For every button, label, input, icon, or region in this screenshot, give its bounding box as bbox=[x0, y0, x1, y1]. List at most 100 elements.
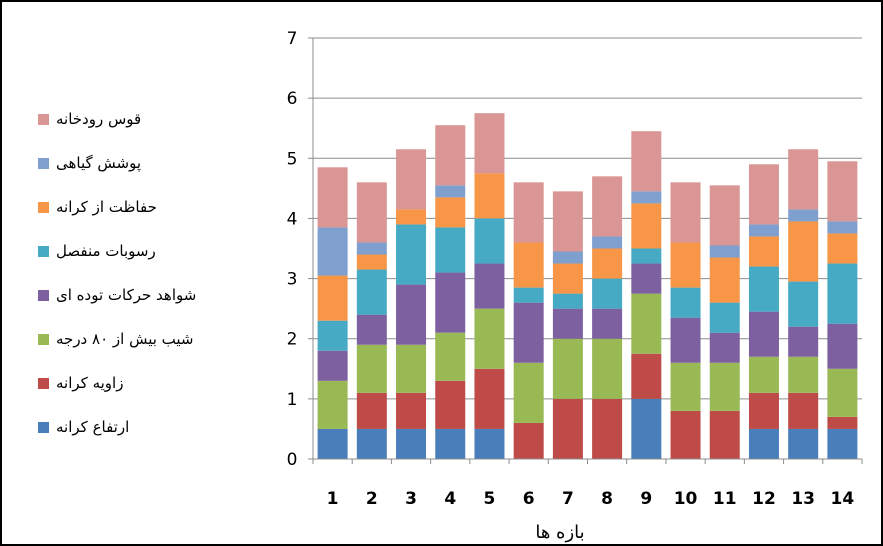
bar-segment bbox=[396, 209, 427, 225]
bar-segment bbox=[513, 302, 544, 363]
bar-segment bbox=[592, 308, 623, 339]
y-tick-label: 5 bbox=[287, 149, 298, 169]
legend-entry: شواهد حرکات توده ای bbox=[56, 286, 196, 304]
bar-segment bbox=[474, 368, 505, 429]
bar-segment bbox=[317, 320, 348, 351]
bar-segment bbox=[709, 257, 740, 303]
legend-swatch bbox=[38, 422, 49, 433]
legend-swatch bbox=[38, 378, 49, 389]
bar-segment bbox=[631, 353, 662, 399]
y-tick-label: 6 bbox=[287, 89, 298, 109]
bar-segment bbox=[474, 308, 505, 369]
y-tick-label: 4 bbox=[287, 209, 298, 229]
bar-segment bbox=[788, 149, 819, 210]
bar-segment bbox=[435, 272, 466, 333]
bar-segment bbox=[709, 245, 740, 258]
bar-segment bbox=[474, 263, 505, 309]
bar-segment bbox=[788, 392, 819, 429]
bar-segment bbox=[513, 422, 544, 459]
bar-segment bbox=[317, 428, 348, 459]
bar-segment bbox=[592, 236, 623, 249]
y-tick-label: 0 bbox=[287, 450, 298, 470]
bar-segment bbox=[552, 191, 583, 252]
x-tick-label: 4 bbox=[444, 489, 456, 509]
bar-segment bbox=[709, 362, 740, 411]
bar-segment bbox=[552, 398, 583, 459]
bar-segment bbox=[670, 410, 701, 459]
y-tick-label: 1 bbox=[287, 390, 298, 410]
legend-swatch bbox=[38, 202, 49, 213]
bar-segment bbox=[396, 344, 427, 393]
legend-swatch bbox=[38, 158, 49, 169]
bar-segment bbox=[552, 293, 583, 309]
bar-segment bbox=[827, 323, 858, 369]
x-tick-label: 9 bbox=[640, 489, 652, 509]
x-tick-label: 1 bbox=[327, 489, 339, 509]
bar-segment bbox=[748, 356, 779, 393]
bar-segment bbox=[552, 263, 583, 294]
bar-segment bbox=[317, 275, 348, 321]
bar-segment bbox=[670, 362, 701, 411]
y-tick-label: 3 bbox=[287, 270, 298, 290]
bar-segment bbox=[317, 350, 348, 381]
bar-segment bbox=[748, 392, 779, 429]
bar-segment bbox=[396, 224, 427, 285]
y-tick-label: 7 bbox=[287, 29, 298, 49]
bar-segment bbox=[513, 362, 544, 423]
bar-segment bbox=[631, 263, 662, 294]
bar-segment bbox=[709, 410, 740, 459]
bar-segment bbox=[788, 326, 819, 357]
bar-segment bbox=[396, 428, 427, 459]
bar-segment bbox=[670, 287, 701, 318]
bars bbox=[317, 113, 858, 459]
legend-swatch bbox=[38, 114, 49, 125]
bar-segment bbox=[592, 338, 623, 399]
bar-segment bbox=[474, 113, 505, 174]
bar-segment bbox=[748, 224, 779, 237]
bar-segment bbox=[670, 317, 701, 363]
bar-segment bbox=[748, 236, 779, 267]
bar-segment bbox=[435, 197, 466, 228]
legend-entry: پوشش گیاهی bbox=[56, 154, 141, 173]
legend-swatch bbox=[38, 290, 49, 301]
bar-segment bbox=[827, 368, 858, 417]
bar-segment bbox=[552, 251, 583, 264]
bar-segment bbox=[748, 311, 779, 357]
bar-segment bbox=[435, 332, 466, 381]
bar-segment bbox=[356, 314, 387, 345]
x-tick-label: 6 bbox=[523, 489, 535, 509]
bar-segment bbox=[631, 131, 662, 192]
legend-entry: شیب بیش از ۸۰ درجه bbox=[56, 330, 194, 348]
bar-segment bbox=[356, 392, 387, 429]
legend-entry: قوس رودخانه bbox=[56, 110, 141, 128]
bar-segment bbox=[356, 242, 387, 255]
bar-segment bbox=[748, 428, 779, 459]
bar-segment bbox=[788, 428, 819, 459]
legend-entry: رسوبات منفصل bbox=[56, 242, 156, 260]
legend: قوس رودخانه پوشش گیاهی حفاظت از کرانه رسوبا… bbox=[38, 110, 196, 436]
bar-segment bbox=[317, 227, 348, 276]
legend-entry: حفاظت از کرانه bbox=[56, 198, 157, 216]
x-axis-label: بازه ها bbox=[535, 522, 584, 543]
bar-segment bbox=[788, 209, 819, 222]
bar-segment bbox=[631, 398, 662, 459]
bar-segment bbox=[552, 308, 583, 339]
bar-segment bbox=[788, 356, 819, 393]
x-tick-label: 13 bbox=[791, 489, 815, 509]
bar-segment bbox=[356, 254, 387, 270]
bar-segment bbox=[435, 227, 466, 273]
bar-segment bbox=[396, 284, 427, 345]
bar-segment bbox=[709, 185, 740, 246]
bar-segment bbox=[474, 428, 505, 459]
bar-segment bbox=[748, 266, 779, 312]
bar-segment bbox=[435, 125, 466, 186]
bar-segment bbox=[513, 242, 544, 288]
bar-segment bbox=[827, 233, 858, 264]
bar-segment bbox=[827, 221, 858, 234]
bar-segment bbox=[474, 218, 505, 264]
bar-segment bbox=[317, 167, 348, 228]
bar-segment bbox=[356, 182, 387, 243]
bar-segment bbox=[631, 203, 662, 249]
